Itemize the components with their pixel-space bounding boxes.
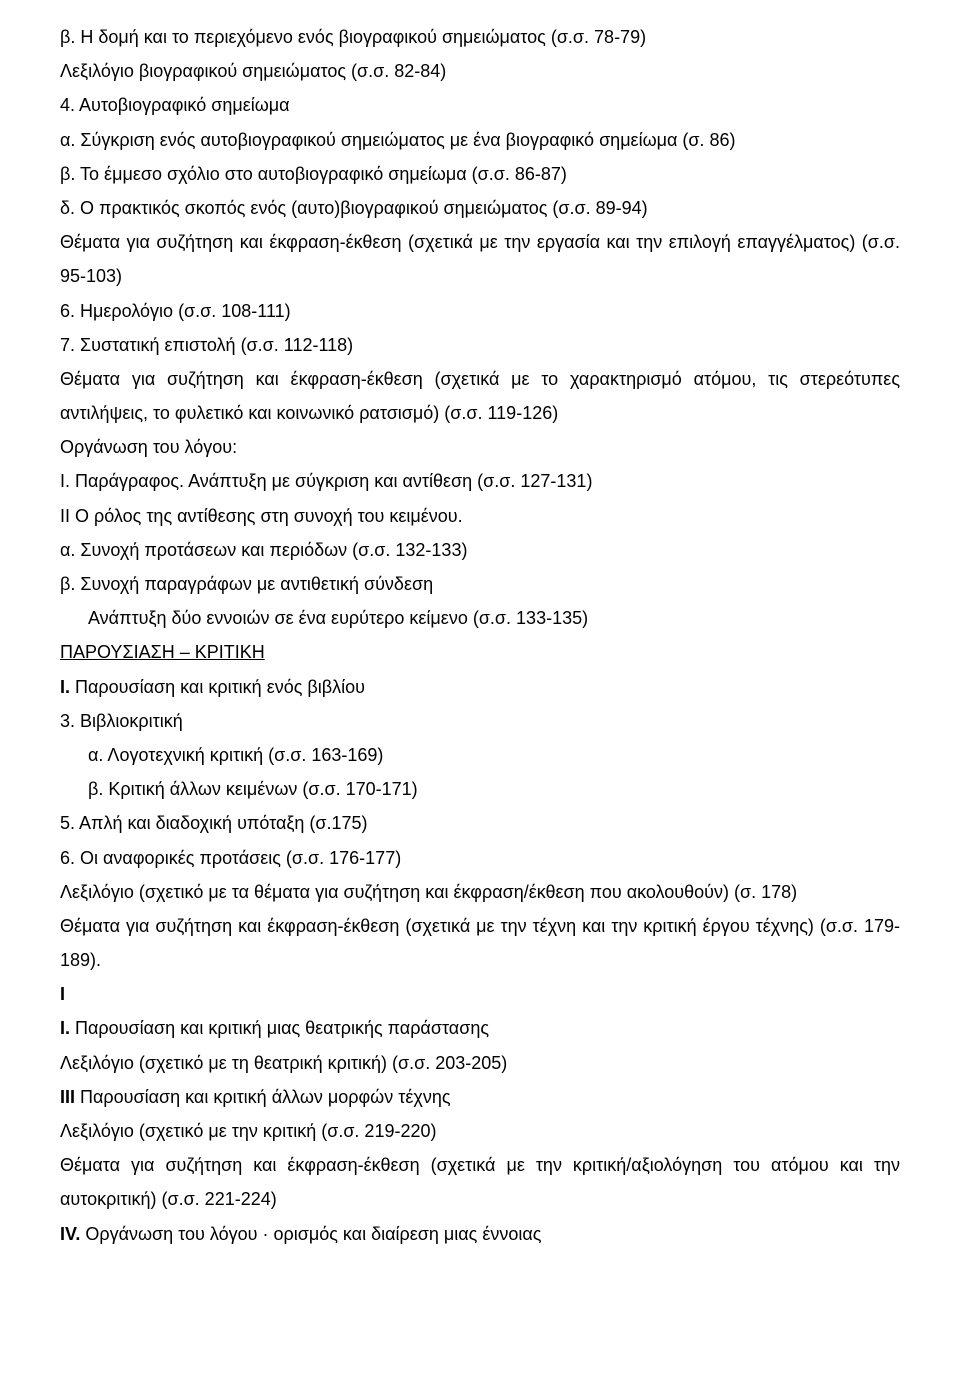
line-text: β. Κριτική άλλων κειμένων (σ.σ. 170-171) bbox=[88, 779, 418, 799]
text-line: Ανάπτυξη δύο εννοιών σε ένα ευρύτερο κεί… bbox=[60, 601, 900, 635]
text-line: α. Σύγκριση ενός αυτοβιογραφικού σημειώμ… bbox=[60, 123, 900, 157]
line-text: Θέματα για συζήτηση και έκφραση-έκθεση (… bbox=[60, 1155, 900, 1209]
text-line: ΠΑΡΟΥΣΙΑΣΗ – ΚΡΙΤΙΚΗ bbox=[60, 635, 900, 669]
text-line: 5. Απλή και διαδοχική υπόταξη (σ.175) bbox=[60, 806, 900, 840]
line-text: δ. Ο πρακτικός σκοπός ενός (αυτο)βιογραφ… bbox=[60, 198, 648, 218]
text-line: β. Συνοχή παραγράφων με αντιθετική σύνδε… bbox=[60, 567, 900, 601]
text-line: Λεξιλόγιο (σχετικό με τα θέματα για συζή… bbox=[60, 875, 900, 909]
text-line: 6. Οι αναφορικές προτάσεις (σ.σ. 176-177… bbox=[60, 841, 900, 875]
text-line: Θέματα για συζήτηση και έκφραση-έκθεση (… bbox=[60, 225, 900, 293]
line-text: α. Συνοχή προτάσεων και περιόδων (σ.σ. 1… bbox=[60, 540, 467, 560]
line-prefix: Ι. bbox=[60, 1018, 70, 1038]
text-line: Ι bbox=[60, 977, 900, 1011]
text-line: Ι. Παρουσίαση και κριτική μιας θεατρικής… bbox=[60, 1011, 900, 1045]
line-text: Ανάπτυξη δύο εννοιών σε ένα ευρύτερο κεί… bbox=[88, 608, 588, 628]
line-text: β. Η δομή και το περιεχόμενο ενός βιογρα… bbox=[60, 27, 646, 47]
line-text: 4. Αυτοβιογραφικό σημείωμα bbox=[60, 95, 290, 115]
line-text: Λεξιλόγιο (σχετικό με τη θεατρική κριτικ… bbox=[60, 1053, 507, 1073]
text-line: ΙΙΙ Παρουσίαση και κριτική άλλων μορφών … bbox=[60, 1080, 900, 1114]
text-line: 3. Βιβλιοκριτική bbox=[60, 704, 900, 738]
text-line: Θέματα για συζήτηση και έκφραση-έκθεση (… bbox=[60, 362, 900, 430]
text-line: α. Συνοχή προτάσεων και περιόδων (σ.σ. 1… bbox=[60, 533, 900, 567]
text-line: δ. Ο πρακτικός σκοπός ενός (αυτο)βιογραφ… bbox=[60, 191, 900, 225]
text-line: β. Η δομή και το περιεχόμενο ενός βιογρα… bbox=[60, 20, 900, 54]
text-line: β. Κριτική άλλων κειμένων (σ.σ. 170-171) bbox=[60, 772, 900, 806]
line-text: 3. Βιβλιοκριτική bbox=[60, 711, 183, 731]
text-line: Ι. Παρουσίαση και κριτική ενός βιβλίου bbox=[60, 670, 900, 704]
line-text: Θέματα για συζήτηση και έκφραση-έκθεση (… bbox=[60, 232, 900, 286]
line-text: Παρουσίαση και κριτική ενός βιβλίου bbox=[70, 677, 365, 697]
text-line: α. Λογοτεχνική κριτική (σ.σ. 163-169) bbox=[60, 738, 900, 772]
text-line: Λεξιλόγιο (σχετικό με την κριτική (σ.σ. … bbox=[60, 1114, 900, 1148]
text-line: Λεξιλόγιο βιογραφικού σημειώματος (σ.σ. … bbox=[60, 54, 900, 88]
line-text: Ι. Παράγραφος. Ανάπτυξη με σύγκριση και … bbox=[60, 471, 592, 491]
line-text: β. Συνοχή παραγράφων με αντιθετική σύνδε… bbox=[60, 574, 433, 594]
line-text: β. Το έμμεσο σχόλιο στο αυτοβιογραφικό σ… bbox=[60, 164, 567, 184]
line-text: ΠΑΡΟΥΣΙΑΣΗ – ΚΡΙΤΙΚΗ bbox=[60, 642, 265, 662]
line-text: Θέματα για συζήτηση και έκφραση-έκθεση (… bbox=[60, 916, 900, 970]
line-prefix: ΙV. bbox=[60, 1224, 80, 1244]
text-line: Θέματα για συζήτηση και έκφραση-έκθεση (… bbox=[60, 1148, 900, 1216]
line-prefix: Ι. bbox=[60, 677, 70, 697]
line-text: Λεξιλόγιο (σχετικό με την κριτική (σ.σ. … bbox=[60, 1121, 436, 1141]
text-line: 7. Συστατική επιστολή (σ.σ. 112-118) bbox=[60, 328, 900, 362]
text-line: 6. Ημερολόγιο (σ.σ. 108-111) bbox=[60, 294, 900, 328]
line-text: Οργάνωση του λόγου: bbox=[60, 437, 237, 457]
line-text: Ι bbox=[60, 984, 65, 1004]
text-line: Θέματα για συζήτηση και έκφραση-έκθεση (… bbox=[60, 909, 900, 977]
line-text: 5. Απλή και διαδοχική υπόταξη (σ.175) bbox=[60, 813, 368, 833]
line-text: 7. Συστατική επιστολή (σ.σ. 112-118) bbox=[60, 335, 353, 355]
text-line: Οργάνωση του λόγου: bbox=[60, 430, 900, 464]
line-text: Λεξιλόγιο βιογραφικού σημειώματος (σ.σ. … bbox=[60, 61, 446, 81]
text-line: Ι. Παράγραφος. Ανάπτυξη με σύγκριση και … bbox=[60, 464, 900, 498]
line-text: Παρουσίαση και κριτική άλλων μορφών τέχν… bbox=[75, 1087, 451, 1107]
text-line: ΙV. Οργάνωση του λόγου · ορισμός και δια… bbox=[60, 1217, 900, 1251]
line-text: Παρουσίαση και κριτική μιας θεατρικής πα… bbox=[70, 1018, 489, 1038]
line-text: α. Σύγκριση ενός αυτοβιογραφικού σημειώμ… bbox=[60, 130, 736, 150]
text-line: ΙΙ Ο ρόλος της αντίθεσης στη συνοχή του … bbox=[60, 499, 900, 533]
line-text: 6. Ημερολόγιο (σ.σ. 108-111) bbox=[60, 301, 291, 321]
line-prefix: ΙΙΙ bbox=[60, 1087, 75, 1107]
text-line: β. Το έμμεσο σχόλιο στο αυτοβιογραφικό σ… bbox=[60, 157, 900, 191]
text-line: Λεξιλόγιο (σχετικό με τη θεατρική κριτικ… bbox=[60, 1046, 900, 1080]
document-body: β. Η δομή και το περιεχόμενο ενός βιογρα… bbox=[60, 20, 900, 1251]
line-text: 6. Οι αναφορικές προτάσεις (σ.σ. 176-177… bbox=[60, 848, 401, 868]
line-text: Λεξιλόγιο (σχετικό με τα θέματα για συζή… bbox=[60, 882, 797, 902]
line-text: Οργάνωση του λόγου · ορισμός και διαίρεσ… bbox=[80, 1224, 541, 1244]
line-text: ΙΙ Ο ρόλος της αντίθεσης στη συνοχή του … bbox=[60, 506, 463, 526]
line-text: α. Λογοτεχνική κριτική (σ.σ. 163-169) bbox=[88, 745, 383, 765]
text-line: 4. Αυτοβιογραφικό σημείωμα bbox=[60, 88, 900, 122]
line-text: Θέματα για συζήτηση και έκφραση-έκθεση (… bbox=[60, 369, 900, 423]
